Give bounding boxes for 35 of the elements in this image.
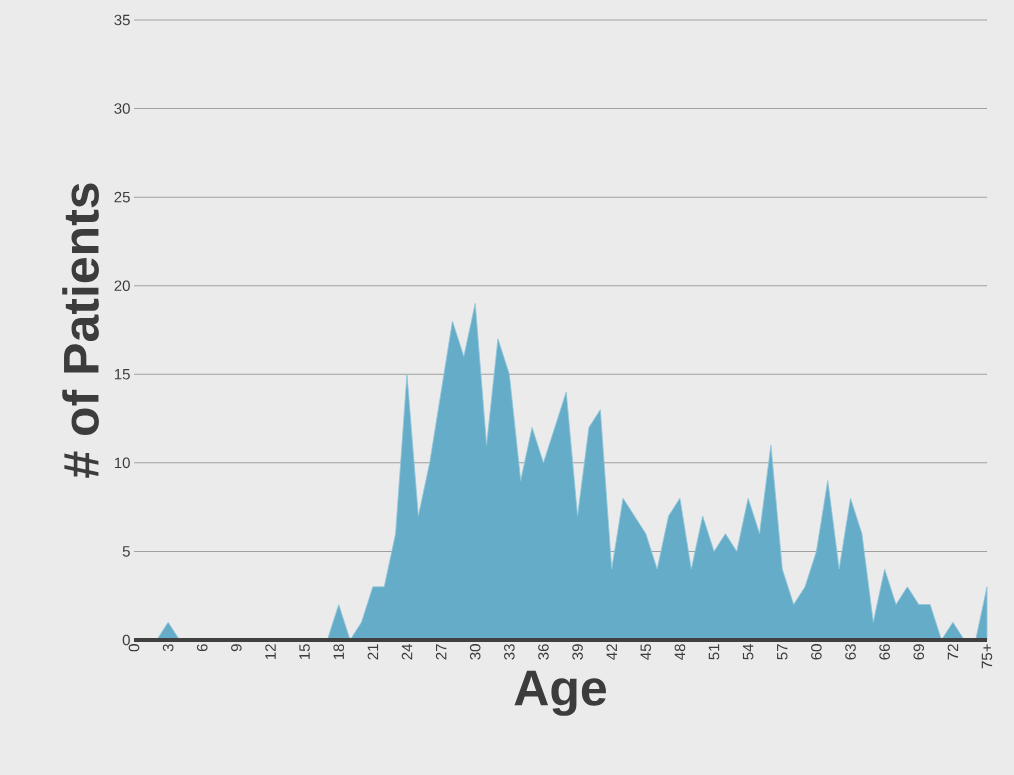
y-tick-label: 30 (114, 103, 130, 114)
x-tick-label: 75+ (981, 644, 993, 669)
x-tick-label: 42 (606, 644, 617, 660)
y-tick-label: 10 (114, 457, 130, 469)
x-tick-label: 69 (913, 644, 925, 660)
x-tick-label: 66 (879, 644, 890, 660)
x-tick-label: 63 (845, 644, 856, 660)
y-axis-title: # of Patients (62, 183, 99, 478)
y-tick-label: 20 (114, 280, 130, 292)
y-tick-label: 25 (114, 191, 130, 203)
x-tick-label: 54 (742, 643, 754, 660)
y-tick-label: 5 (122, 546, 130, 557)
y-tick-label: 15 (114, 369, 130, 380)
x-tick-label: 24 (401, 643, 413, 660)
x-tick-label: 60 (811, 644, 822, 660)
x-tick-label: 0 (128, 644, 140, 652)
x-tick-label: 12 (265, 644, 276, 660)
x-tick-label: 9 (231, 644, 242, 652)
y-tick-label: 35 (114, 14, 130, 26)
x-tick-label: 27 (435, 644, 447, 660)
x-tick-label: 39 (572, 644, 583, 660)
x-tick-label: 57 (777, 644, 788, 660)
x-tick-label: 30 (469, 644, 481, 660)
x-tick-label: 72 (947, 644, 959, 660)
x-tick-label: 33 (504, 644, 515, 660)
x-tick-label: 15 (299, 644, 310, 660)
x-tick-label: 48 (674, 644, 686, 660)
x-tick-label: 51 (708, 644, 720, 660)
x-tick-label: 3 (162, 644, 174, 652)
x-tick-label: 21 (367, 644, 379, 660)
x-tick-label: 6 (196, 644, 208, 652)
x-axis-title: Age (514, 670, 607, 716)
x-tick-label: 45 (640, 644, 652, 660)
x-tick-label: 18 (333, 644, 345, 660)
x-tick-label: 36 (538, 644, 549, 660)
